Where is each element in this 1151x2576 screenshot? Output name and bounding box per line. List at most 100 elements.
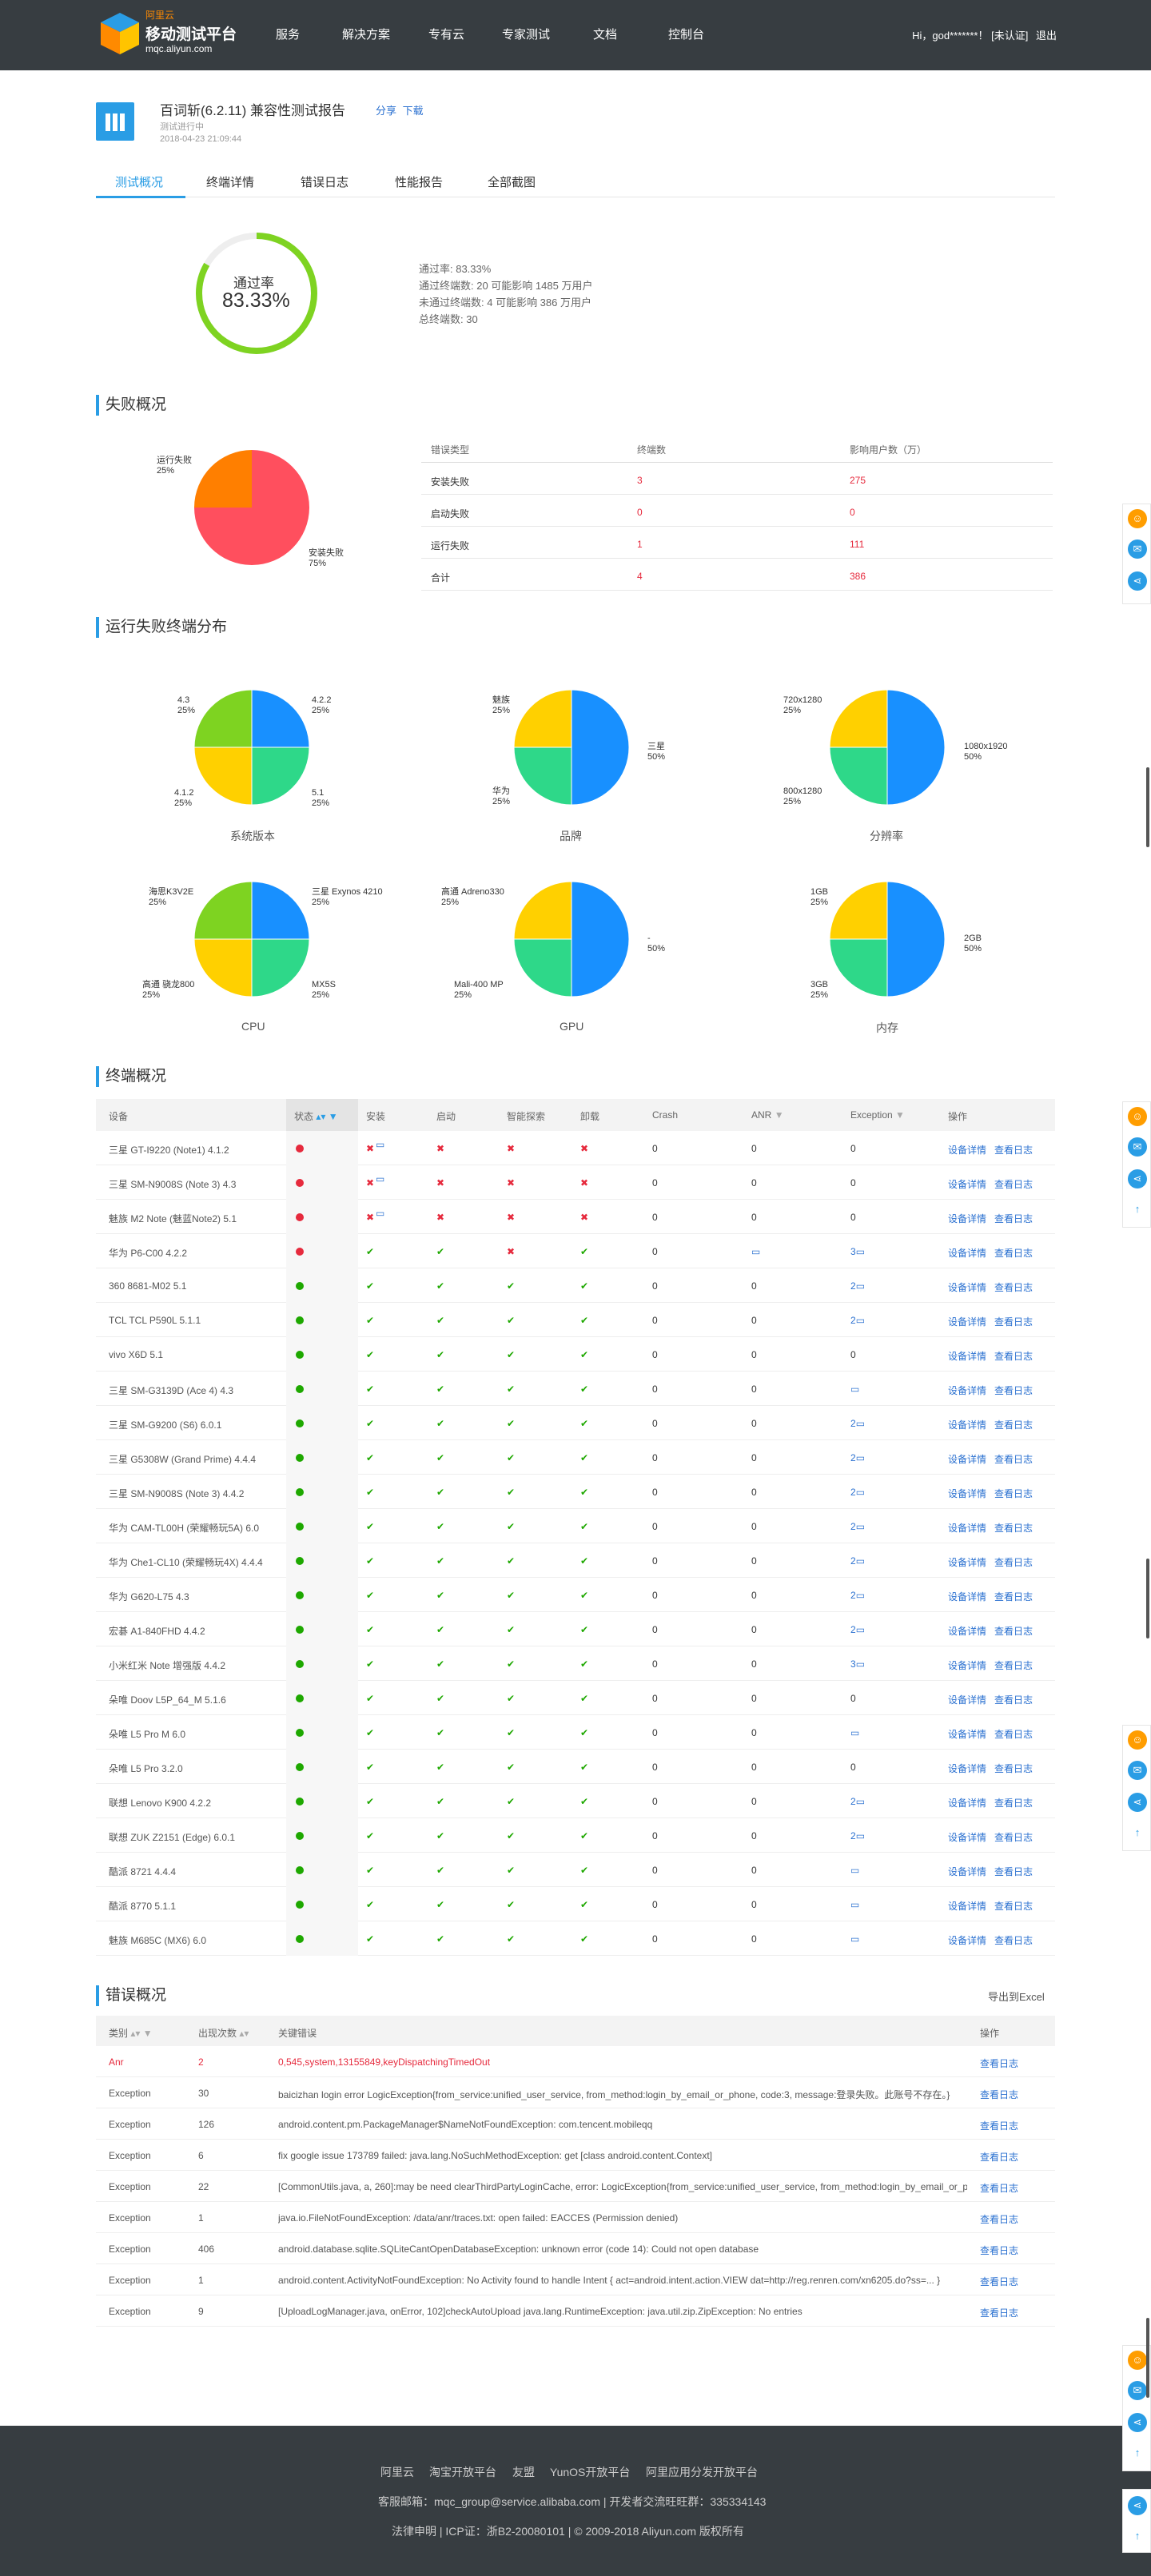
- comment-icon[interactable]: ▭: [850, 1865, 860, 1876]
- support-avatar-icon[interactable]: ☺: [1128, 509, 1147, 528]
- share-icon[interactable]: ⋖: [1128, 1793, 1147, 1812]
- chat-icon[interactable]: ✉: [1128, 2381, 1147, 2400]
- device-detail-link[interactable]: 设备详情: [948, 1660, 987, 1671]
- share-link[interactable]: 分享: [376, 105, 397, 117]
- comment-icon[interactable]: ▭: [850, 1933, 860, 1945]
- exception-count[interactable]: 2▭: [850, 1418, 865, 1429]
- view-log-link[interactable]: 查看日志: [994, 1694, 1034, 1706]
- nav-services[interactable]: 服务: [276, 28, 301, 42]
- device-detail-link[interactable]: 设备详情: [948, 1866, 987, 1877]
- exception-count[interactable]: ▭: [850, 1384, 859, 1395]
- support-avatar-icon[interactable]: ☺: [1128, 2351, 1147, 2370]
- comment-icon[interactable]: ▭: [376, 1139, 385, 1150]
- device-detail-link[interactable]: 设备详情: [948, 1557, 987, 1568]
- comment-icon[interactable]: ▭: [376, 1208, 385, 1219]
- device-detail-link[interactable]: 设备详情: [948, 1419, 987, 1431]
- device-detail-link[interactable]: 设备详情: [948, 1248, 987, 1259]
- comment-icon[interactable]: ▭: [850, 1384, 860, 1395]
- chat-icon[interactable]: ✉: [1128, 1137, 1147, 1157]
- exception-count[interactable]: 3▭: [850, 1658, 865, 1670]
- footer-link-yunos[interactable]: YunOS开放平台: [550, 2466, 631, 2478]
- tab-error-log[interactable]: 错误日志: [301, 176, 349, 189]
- col-category[interactable]: 类别 ▴▾ ▼: [109, 2028, 153, 2039]
- exception-count[interactable]: ▭: [850, 1865, 859, 1876]
- view-log-link[interactable]: 查看日志: [994, 1626, 1034, 1637]
- comment-icon[interactable]: ▭: [855, 1521, 866, 1532]
- nav-console[interactable]: 控制台: [668, 28, 705, 42]
- comment-icon[interactable]: ▭: [855, 1624, 866, 1635]
- support-avatar-icon[interactable]: ☺: [1128, 1107, 1147, 1126]
- view-log-link[interactable]: 查看日志: [994, 1901, 1034, 1912]
- device-detail-link[interactable]: 设备详情: [948, 1179, 987, 1190]
- export-excel-link[interactable]: 导出到Excel: [988, 1991, 1045, 2003]
- tab-device-details[interactable]: 终端详情: [206, 176, 255, 189]
- device-detail-link[interactable]: 设备详情: [948, 1351, 987, 1362]
- device-detail-link[interactable]: 设备详情: [948, 1832, 987, 1843]
- comment-icon[interactable]: ▭: [855, 1796, 866, 1807]
- exception-count[interactable]: 2▭: [850, 1555, 865, 1567]
- view-log-link[interactable]: 查看日志: [980, 2120, 1019, 2132]
- view-log-link[interactable]: 查看日志: [994, 1591, 1034, 1603]
- device-detail-link[interactable]: 设备详情: [948, 1626, 987, 1637]
- view-log-link[interactable]: 查看日志: [980, 2089, 1019, 2100]
- share-icon[interactable]: ⋖: [1128, 2413, 1147, 2432]
- exception-count[interactable]: 2▭: [850, 1796, 865, 1807]
- exception-count[interactable]: 2▭: [850, 1452, 865, 1463]
- device-detail-link[interactable]: 设备详情: [948, 1763, 987, 1774]
- exception-count[interactable]: 2▭: [850, 1315, 865, 1326]
- view-log-link[interactable]: 查看日志: [980, 2183, 1019, 2194]
- tab-screenshots[interactable]: 全部截图: [488, 176, 536, 189]
- view-log-link[interactable]: 查看日志: [994, 1557, 1034, 1568]
- exception-count[interactable]: 3▭: [850, 1246, 865, 1257]
- back-to-top-icon[interactable]: ↑: [1128, 1200, 1147, 1219]
- view-log-link[interactable]: 查看日志: [994, 1419, 1034, 1431]
- share-icon[interactable]: ⋖: [1128, 571, 1147, 591]
- view-log-link[interactable]: 查看日志: [980, 2245, 1019, 2256]
- view-log-link[interactable]: 查看日志: [980, 2214, 1019, 2225]
- device-detail-link[interactable]: 设备详情: [948, 1385, 987, 1396]
- view-log-link[interactable]: 查看日志: [980, 2058, 1019, 2069]
- view-log-link[interactable]: 查看日志: [980, 2307, 1019, 2319]
- device-detail-link[interactable]: 设备详情: [948, 1901, 987, 1912]
- view-log-link[interactable]: 查看日志: [994, 1282, 1034, 1293]
- comment-icon[interactable]: ▭: [855, 1246, 866, 1257]
- device-detail-link[interactable]: 设备详情: [948, 1935, 987, 1946]
- col-status[interactable]: 状态 ▴▾ ▼: [294, 1111, 338, 1122]
- view-log-link[interactable]: 查看日志: [994, 1832, 1034, 1843]
- view-log-link[interactable]: 查看日志: [994, 1523, 1034, 1534]
- footer-link-appdist[interactable]: 阿里应用分发开放平台: [646, 2466, 758, 2478]
- tab-performance[interactable]: 性能报告: [395, 176, 444, 189]
- view-log-link[interactable]: 查看日志: [994, 1351, 1034, 1362]
- comment-icon[interactable]: ▭: [855, 1315, 866, 1326]
- col-exception[interactable]: Exception ▼: [850, 1109, 905, 1121]
- view-log-link[interactable]: 查看日志: [994, 1316, 1034, 1328]
- device-detail-link[interactable]: 设备详情: [948, 1523, 987, 1534]
- comment-icon[interactable]: ▭: [751, 1246, 761, 1257]
- support-avatar-icon[interactable]: ☺: [1128, 1730, 1147, 1750]
- view-log-link[interactable]: 查看日志: [994, 1763, 1034, 1774]
- view-log-link[interactable]: 查看日志: [994, 1385, 1034, 1396]
- comment-icon[interactable]: ▭: [855, 1452, 866, 1463]
- device-detail-link[interactable]: 设备详情: [948, 1798, 987, 1809]
- exception-count[interactable]: 2▭: [850, 1624, 865, 1635]
- col-occurrences[interactable]: 出现次数 ▴▾: [198, 2028, 249, 2039]
- view-log-link[interactable]: 查看日志: [994, 1213, 1034, 1224]
- exception-count[interactable]: ▭: [850, 1727, 859, 1738]
- exception-count[interactable]: 2▭: [850, 1830, 865, 1841]
- comment-icon[interactable]: ▭: [855, 1590, 866, 1601]
- footer-link-taobao[interactable]: 淘宝开放平台: [429, 2466, 496, 2478]
- view-log-link[interactable]: 查看日志: [994, 1179, 1034, 1190]
- scrollbar-thumb[interactable]: [1146, 2318, 1149, 2398]
- download-link[interactable]: 下载: [402, 105, 424, 117]
- device-detail-link[interactable]: 设备详情: [948, 1454, 987, 1465]
- device-detail-link[interactable]: 设备详情: [948, 1145, 987, 1156]
- scrollbar-thumb[interactable]: [1146, 767, 1149, 847]
- device-detail-link[interactable]: 设备详情: [948, 1282, 987, 1293]
- exception-count[interactable]: 2▭: [850, 1280, 865, 1292]
- comment-icon[interactable]: ▭: [855, 1555, 866, 1567]
- view-log-link[interactable]: 查看日志: [994, 1866, 1034, 1877]
- device-detail-link[interactable]: 设备详情: [948, 1488, 987, 1499]
- nav-expert-testing[interactable]: 专家测试: [502, 28, 551, 42]
- exception-count[interactable]: 2▭: [850, 1590, 865, 1601]
- chat-icon[interactable]: ✉: [1128, 539, 1147, 559]
